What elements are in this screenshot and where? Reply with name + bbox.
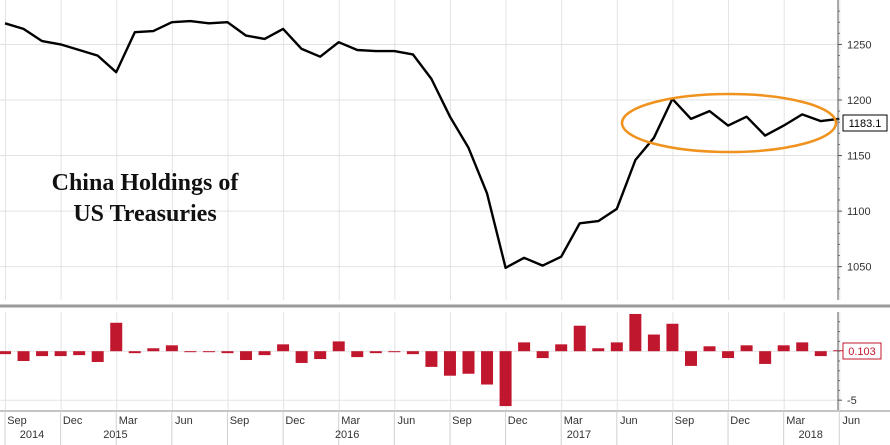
x-tick-label: Jun <box>397 415 415 427</box>
bar <box>110 322 123 352</box>
highlight-ellipse <box>620 92 838 154</box>
holdings-line <box>4 19 840 269</box>
bar <box>703 346 716 352</box>
x-tick-label: Jun <box>175 415 193 427</box>
bar <box>351 351 364 358</box>
bar <box>481 351 494 385</box>
bar <box>647 334 660 352</box>
bar <box>388 351 401 353</box>
y-tick-label: 1100 <box>847 206 871 218</box>
x-tick-label: Sep <box>7 415 27 427</box>
last-value-label-bottom: 0.103 <box>848 346 876 358</box>
bar <box>536 351 549 359</box>
chart-title-line-1: China Holdings of <box>52 170 240 196</box>
x-tick-label: Mar <box>786 415 805 427</box>
last-value-badge-top-box <box>842 114 888 132</box>
bar <box>73 351 86 356</box>
bar <box>666 323 679 352</box>
x-tick-label: Jun <box>620 415 638 427</box>
last-value-badge-bottom-box <box>842 342 882 360</box>
last-value-badge-bottom: 0.103 <box>842 342 882 360</box>
bar <box>759 351 772 364</box>
bar <box>258 351 271 356</box>
bar <box>184 351 197 353</box>
line-series <box>4 19 840 269</box>
x-tick-label: Dec <box>508 415 528 427</box>
bar <box>0 351 11 355</box>
bar-series <box>0 313 846 407</box>
x-tick-label: Sep <box>230 415 250 427</box>
x-year-label: 2014 <box>20 429 44 441</box>
last-value-badge-top: 1183.1 <box>842 114 888 132</box>
bar <box>406 351 419 355</box>
x-tick-label: Mar <box>564 415 583 427</box>
bar <box>777 345 790 352</box>
bar <box>518 342 531 352</box>
bar <box>128 351 141 354</box>
bar <box>369 351 382 354</box>
bar <box>202 351 215 353</box>
last-value-label-top: 1183.1 <box>849 118 882 130</box>
bar <box>796 342 809 352</box>
bar <box>555 344 568 352</box>
bar <box>425 351 438 367</box>
bottom-y-tick-label: -5 <box>847 395 857 407</box>
bar <box>610 342 623 352</box>
bar <box>36 351 49 357</box>
bar <box>17 351 30 361</box>
bar <box>277 344 290 352</box>
x-year-label: 2016 <box>335 429 359 441</box>
bar <box>443 351 456 376</box>
bar <box>740 345 753 352</box>
x-tick-label: Mar <box>341 415 360 427</box>
bar <box>54 351 67 357</box>
bar <box>221 351 234 354</box>
y-tick-label: 1050 <box>847 262 871 274</box>
bar <box>684 351 697 366</box>
x-tick-label: Dec <box>730 415 750 427</box>
y-tick-label: 1200 <box>847 95 871 107</box>
bar <box>722 351 735 359</box>
x-tick-label: Dec <box>285 415 305 427</box>
bar <box>147 348 160 352</box>
x-year-label: 2018 <box>798 429 822 441</box>
x-tick-label: Sep <box>452 415 472 427</box>
bar <box>314 351 327 360</box>
bar <box>91 351 104 362</box>
x-tick-label: Sep <box>675 415 695 427</box>
bar <box>295 351 308 363</box>
bar <box>499 351 512 407</box>
x-year-label: 2015 <box>103 429 127 441</box>
bar <box>592 348 605 352</box>
bar <box>629 313 642 352</box>
y-tick-label: 1150 <box>847 151 871 163</box>
chart-title-line-2: US Treasuries <box>73 201 216 227</box>
x-year-label: 2017 <box>567 429 591 441</box>
bar <box>240 351 253 361</box>
x-tick-label: Dec <box>63 415 83 427</box>
y-tick-label: 1250 <box>847 39 871 51</box>
x-tick-label: Mar <box>119 415 138 427</box>
bar <box>332 341 345 352</box>
bar <box>462 351 475 374</box>
x-tick-label: Jun <box>842 415 860 427</box>
bar <box>814 351 827 357</box>
bar <box>165 345 178 352</box>
bar <box>573 325 586 352</box>
